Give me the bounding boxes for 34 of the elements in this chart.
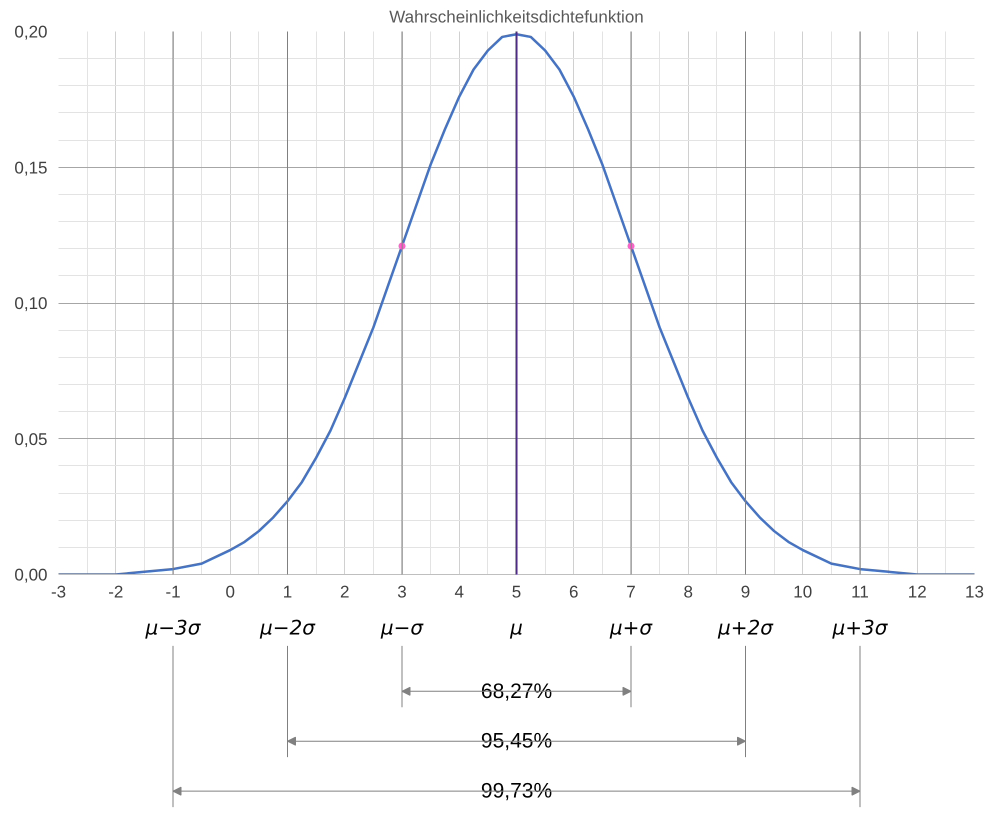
y-tick-label: 0,15 [14, 158, 48, 178]
y-tick-label: 0,10 [14, 294, 48, 313]
x-tick-label: 3 [397, 582, 407, 602]
chart-title: Wahrscheinlichkeitsdichtefunktion [389, 8, 644, 26]
x-tick-label: 1 [282, 582, 292, 602]
text: 68,27% [480, 680, 552, 703]
text: 99,73% [480, 780, 552, 803]
x-tick-label: 11 [851, 582, 869, 602]
ref-line-label: μ+2σ [717, 616, 774, 640]
x-tick-label: -1 [165, 582, 181, 602]
x-tick-label: 13 [965, 582, 984, 602]
ref-line-label: μ+3σ [832, 616, 889, 640]
x-tick-label: 0 [226, 582, 235, 602]
ref-line-label: μ−σ [380, 616, 424, 640]
x-tick-label: -2 [108, 582, 124, 602]
x-tick-label: 7 [626, 582, 636, 602]
x-tick-label: 9 [740, 582, 750, 602]
x-tick-label: 4 [454, 582, 464, 602]
text: 95,45% [480, 730, 552, 753]
x-tick-label: 12 [908, 582, 927, 602]
y-tick-label: 0,20 [14, 22, 48, 42]
x-tick-label: 10 [793, 582, 812, 602]
ref-line-label: μ−3σ [144, 616, 202, 640]
x-tick-label: 2 [340, 582, 350, 602]
ref-line-label: μ [509, 616, 523, 640]
line-series [58, 32, 974, 574]
x-tick-label: 8 [684, 582, 693, 602]
x-tick-label: -3 [50, 582, 66, 602]
ref-line-label: μ+σ [608, 616, 654, 640]
y-tick-label: 0,05 [14, 430, 48, 449]
x-tick-label: 5 [512, 582, 522, 602]
x-tick-label: 6 [569, 582, 578, 602]
y-tick-label: 0,00 [14, 566, 48, 584]
ref-line-label: μ−2σ [259, 616, 316, 640]
